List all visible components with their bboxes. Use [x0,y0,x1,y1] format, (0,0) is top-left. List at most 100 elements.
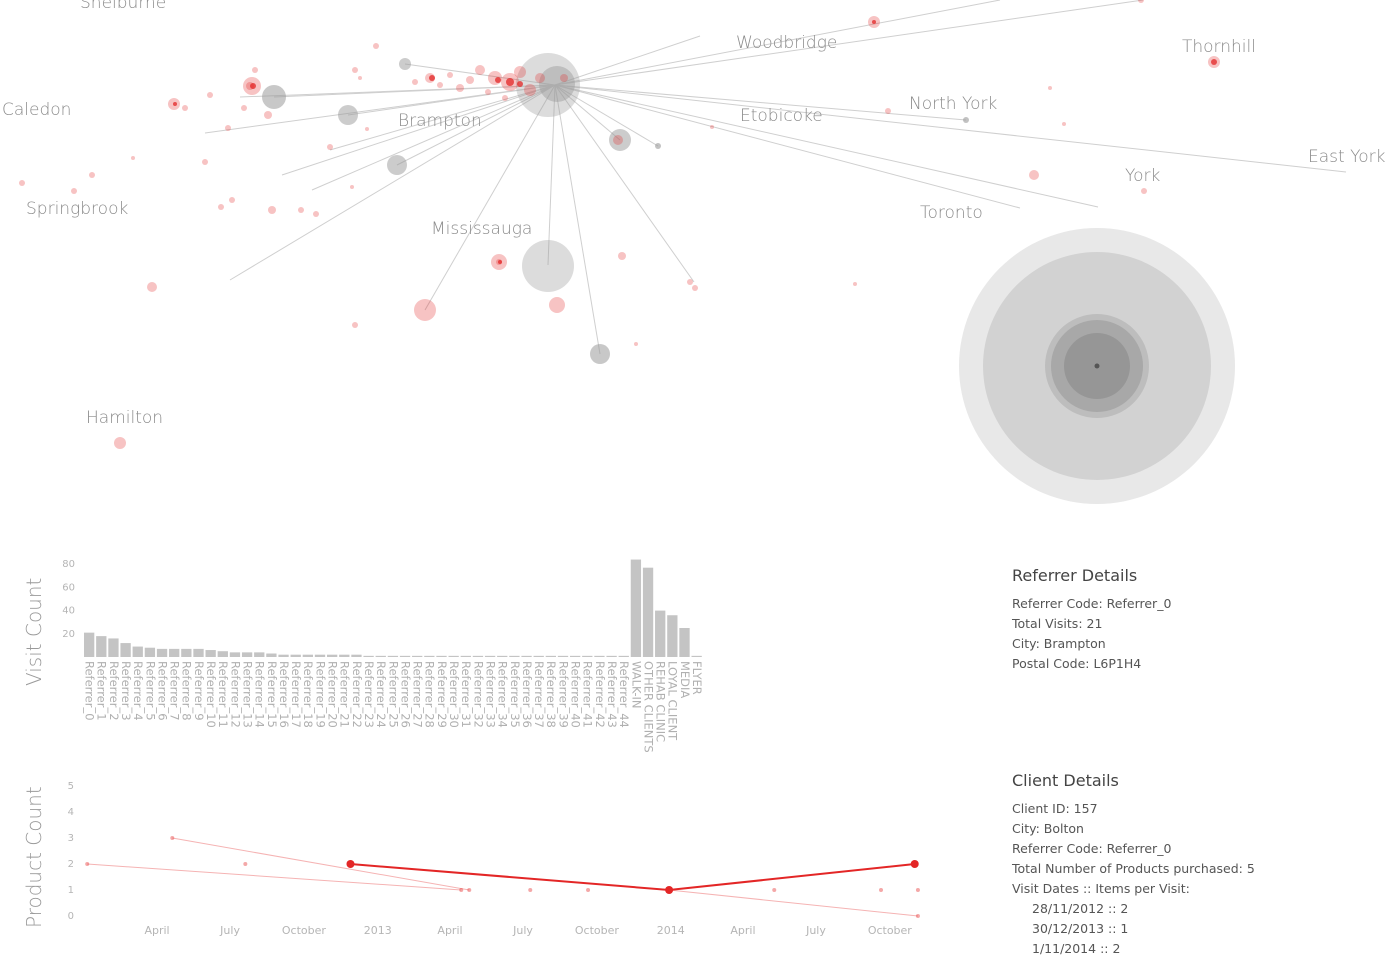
referrer-bar[interactable] [412,655,423,657]
referrer-circle[interactable] [963,117,969,123]
referrer-bar[interactable] [229,652,241,657]
referrer-bar[interactable] [241,652,253,657]
referral-map[interactable]: Shelburne Woodbridge Thornhill Caledon Bramp… [0,0,1399,540]
referrer-bar[interactable] [424,655,435,657]
referrer-bar[interactable] [375,655,386,657]
referrer-bar[interactable] [667,615,678,657]
referrer-bar[interactable] [108,638,119,657]
client-dot[interactable] [313,211,319,217]
client-dot[interactable] [466,76,474,84]
client-dot[interactable] [1138,0,1144,3]
other-client-point[interactable] [467,888,472,892]
selected-client-point[interactable] [346,860,355,868]
referrer-bar[interactable] [582,655,593,657]
referrer-bar[interactable] [460,655,471,657]
other-client-point[interactable] [879,888,884,892]
product-timeline-chart[interactable]: 0 1 2 3 4 5 April July October 2013 April July Octob… [40,778,960,958]
client-dot[interactable] [19,180,25,186]
referrer-bar[interactable] [339,654,350,657]
client-dot[interactable] [502,95,508,101]
other-client-point[interactable] [170,836,175,840]
client-dot[interactable] [352,67,358,73]
client-dot[interactable] [218,204,224,210]
client-dot[interactable] [687,279,693,285]
client-dot[interactable] [485,89,491,95]
referrer-circle[interactable] [399,58,411,70]
client-dot[interactable] [373,43,379,49]
referrer-bar[interactable] [314,654,326,657]
referrer-bar[interactable] [509,655,520,657]
referrer-bar[interactable] [205,650,216,657]
client-dot[interactable] [412,79,418,85]
referrer-bar[interactable] [387,655,399,657]
referrer-bar[interactable] [448,655,459,657]
client-dot[interactable] [252,67,258,73]
other-client-point[interactable] [459,888,464,892]
client-dot[interactable] [885,108,891,114]
referrer-bar[interactable] [156,648,168,657]
referrer-circle[interactable] [539,66,575,102]
client-dot[interactable] [131,156,135,160]
client-dot[interactable] [327,144,333,150]
client-dot[interactable] [692,285,698,291]
client-dot[interactable] [1029,170,1039,180]
referrer-bar[interactable] [84,632,95,657]
client-dot[interactable] [1141,188,1147,194]
client-dot[interactable] [71,188,77,194]
referrer-bar[interactable] [618,655,629,657]
referrer-bar[interactable] [472,655,484,657]
referrer-bar[interactable] [254,652,265,657]
client-dot[interactable] [350,185,354,189]
referrer-circle[interactable] [655,143,661,149]
referrer-bar[interactable] [594,655,605,657]
referrer-circle[interactable] [387,155,407,175]
client-dot[interactable] [475,65,485,75]
referrer-circle[interactable] [516,53,580,117]
referrer-bar[interactable] [436,655,447,657]
client-dot[interactable] [853,282,857,286]
client-dot[interactable] [147,282,157,292]
referrer-bar[interactable] [327,654,338,657]
other-client-point[interactable] [528,888,533,892]
client-dot[interactable] [447,72,453,78]
referrer-bar[interactable] [278,654,289,657]
referrer-bar[interactable] [484,655,496,657]
referrer-bar[interactable] [363,655,374,657]
client-dot[interactable] [524,84,536,96]
client-dot[interactable] [514,66,526,78]
client-dot[interactable] [414,299,436,321]
referrer-bar[interactable] [630,559,642,657]
referrer-circle[interactable] [609,129,631,151]
client-dot[interactable] [560,74,568,82]
referrer-circle[interactable] [522,240,574,292]
client-dots[interactable] [19,0,1220,449]
selected-client-point[interactable] [665,886,674,894]
client-dot[interactable] [268,206,276,214]
client-dot[interactable] [1062,122,1066,126]
client-dot[interactable] [365,127,369,131]
other-client-point[interactable] [85,862,90,866]
client-dot[interactable] [225,125,231,131]
client-dot[interactable] [613,135,623,145]
client-dot[interactable] [114,437,126,449]
referrer-bar[interactable] [679,628,690,657]
referrer-bar[interactable] [120,643,131,657]
client-dot[interactable] [352,322,358,328]
referrer-bar[interactable] [181,648,192,657]
client-dot[interactable] [298,207,304,213]
client-dot[interactable] [202,159,208,165]
client-dot[interactable] [182,105,188,111]
client-dot[interactable] [456,84,464,92]
client-dot[interactable] [437,82,443,88]
referrer-bar[interactable] [642,567,654,657]
client-dot[interactable] [207,92,213,98]
selected-client-point[interactable] [910,860,919,868]
referrer-bar[interactable] [497,655,508,657]
referrer-bar[interactable] [533,655,544,657]
client-dot[interactable] [229,197,235,203]
referrer-bar[interactable] [570,655,581,657]
client-dot[interactable] [634,342,638,346]
referrer-circle[interactable] [590,344,610,364]
referrer-bar[interactable] [399,655,411,657]
referrer-bar[interactable] [521,655,532,657]
